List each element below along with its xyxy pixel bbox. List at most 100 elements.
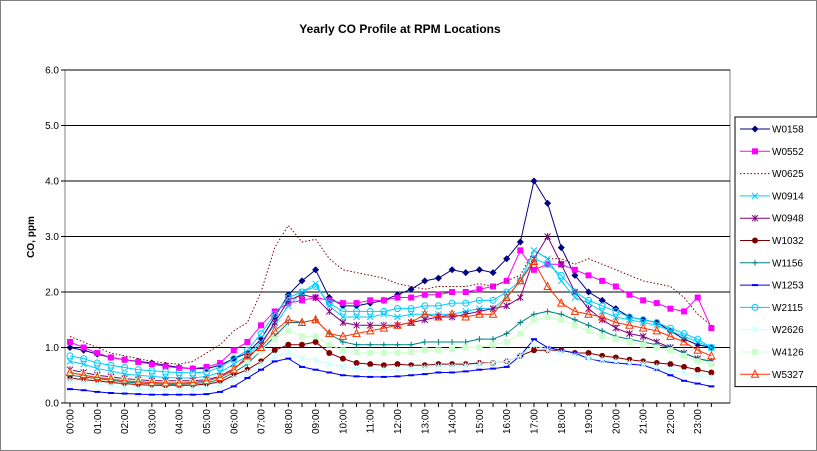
marker [339, 300, 346, 307]
marker [407, 310, 415, 318]
marker [680, 330, 688, 338]
marker [353, 313, 360, 321]
marker [517, 330, 524, 337]
marker [217, 360, 224, 367]
x-tick-label: 16:00 [502, 409, 513, 434]
marker [65, 367, 75, 376]
marker [312, 338, 319, 345]
marker [667, 366, 674, 374]
x-tick-label: 15:00 [475, 409, 486, 434]
marker [80, 378, 87, 386]
marker [557, 271, 565, 279]
marker [148, 361, 155, 368]
marker [653, 344, 660, 351]
marker [244, 358, 251, 365]
y-tick-label: 3.0 [45, 232, 59, 243]
marker [599, 333, 606, 340]
marker [298, 355, 306, 363]
series [66, 341, 715, 394]
marker [752, 148, 758, 155]
x-tick-label: 04:00 [175, 409, 186, 434]
marker [175, 386, 183, 394]
marker [653, 300, 660, 307]
marker [215, 372, 225, 381]
marker [557, 277, 565, 285]
marker [543, 281, 552, 290]
marker [708, 374, 715, 382]
marker [258, 322, 265, 329]
marker [612, 307, 620, 315]
marker [229, 364, 239, 374]
marker [324, 328, 334, 338]
marker [120, 375, 129, 385]
marker [407, 305, 415, 313]
marker [394, 313, 401, 321]
y-tick-label: 0.0 [45, 399, 59, 410]
marker [284, 294, 292, 302]
x-tick-label: 08:00 [284, 409, 295, 434]
marker [530, 177, 538, 185]
marker [66, 344, 74, 351]
marker [751, 192, 759, 200]
marker [66, 358, 74, 365]
marker [408, 348, 415, 355]
marker [121, 363, 129, 371]
marker [449, 289, 456, 295]
x-tick-label: 12:00 [393, 409, 404, 434]
marker [599, 327, 606, 334]
marker [585, 288, 593, 296]
marker [707, 350, 716, 360]
series [65, 256, 716, 387]
marker [708, 361, 715, 368]
marker [188, 377, 198, 386]
marker [558, 311, 565, 318]
marker [626, 330, 633, 338]
marker [640, 297, 647, 304]
series [69, 224, 712, 365]
marker [585, 296, 593, 304]
marker [626, 359, 633, 367]
y-tick-label: 6.0 [45, 66, 59, 77]
legend-label: W0625 [772, 169, 804, 180]
marker [462, 289, 469, 295]
legend-label: W2115 [772, 303, 803, 314]
x-tick-label: 07:00 [257, 409, 268, 434]
marker [407, 365, 415, 373]
x-tick-label: 05:00 [202, 409, 213, 434]
x-tick-label: 14:00 [448, 409, 459, 434]
marker [271, 319, 279, 327]
marker [490, 336, 497, 343]
marker [380, 366, 388, 374]
x-tick-label: 19:00 [584, 409, 595, 434]
marker [571, 352, 579, 360]
marker [612, 313, 620, 321]
marker [435, 291, 442, 298]
marker [271, 347, 278, 354]
marker [216, 363, 224, 371]
marker [244, 338, 251, 345]
marker [476, 344, 483, 351]
marker [447, 309, 457, 318]
marker [162, 379, 169, 386]
marker [544, 260, 552, 268]
marker [461, 311, 471, 321]
marker [638, 322, 648, 332]
marker [162, 368, 170, 376]
marker [380, 350, 387, 357]
marker [244, 368, 251, 376]
marker [189, 378, 196, 385]
marker [312, 294, 319, 302]
legend-label: W1156 [772, 258, 803, 269]
marker [708, 369, 715, 376]
x-tick-label: 03:00 [147, 409, 158, 434]
marker [421, 277, 429, 285]
y-tick-label: 1.0 [45, 343, 59, 354]
marker [284, 349, 292, 357]
marker [585, 272, 592, 279]
marker [80, 344, 87, 351]
x-tick-label: 23:00 [693, 409, 704, 434]
marker [434, 311, 443, 321]
marker [598, 308, 606, 315]
marker [271, 336, 278, 343]
marker [408, 294, 415, 301]
